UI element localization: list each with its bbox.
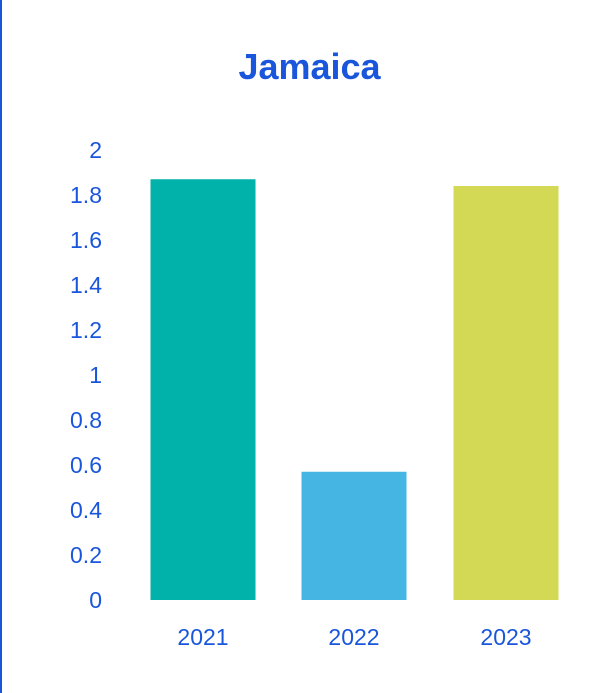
bar-2022 — [301, 471, 407, 600]
chart-title: Jamaica — [238, 46, 381, 87]
bar-2023 — [453, 186, 559, 600]
bar-2021 — [150, 179, 256, 600]
y-tick-label: 0.8 — [70, 407, 102, 433]
y-tick-label: 2 — [89, 137, 102, 163]
y-tick-label: 1.2 — [70, 317, 102, 343]
y-tick-label: 0 — [89, 587, 102, 613]
y-tick-label: 0.2 — [70, 542, 102, 568]
y-tick-label: 0.6 — [70, 452, 102, 478]
y-tick-label: 1.6 — [70, 227, 102, 253]
x-tick-label: 2022 — [328, 624, 379, 650]
y-tick-label: 1.8 — [70, 182, 102, 208]
y-tick-label: 0.4 — [70, 497, 102, 523]
y-tick-label: 1 — [89, 362, 102, 388]
y-tick-label: 1.4 — [70, 272, 102, 298]
x-tick-label: 2023 — [480, 624, 531, 650]
x-tick-label: 2021 — [177, 624, 228, 650]
